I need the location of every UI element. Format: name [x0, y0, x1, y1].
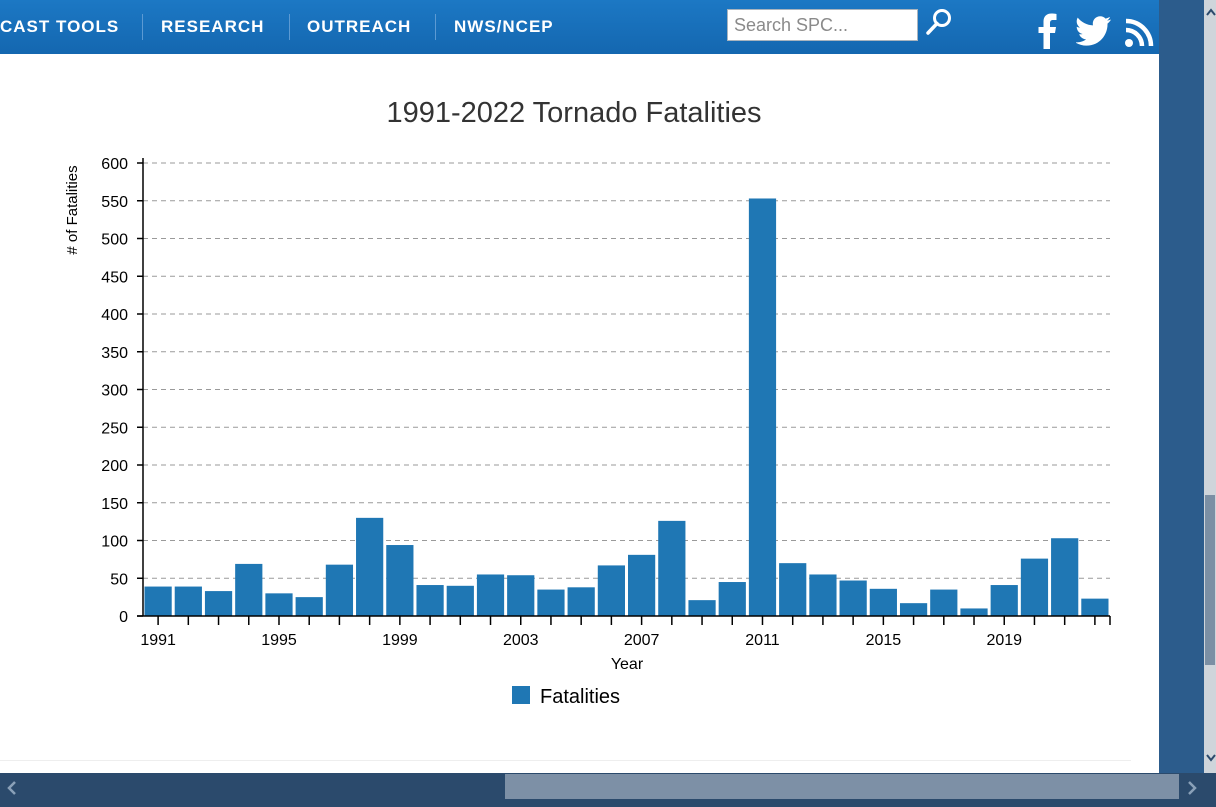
- y-tick-label: 0: [119, 609, 128, 626]
- bar-1993: [204, 591, 233, 616]
- scroll-up-icon[interactable]: [1206, 6, 1216, 18]
- bar-2003: [507, 575, 535, 616]
- bar-2012: [779, 563, 807, 616]
- search-icon[interactable]: [925, 6, 955, 36]
- bars: [144, 198, 1109, 617]
- bar-2022: [1081, 598, 1109, 616]
- vertical-scroll-thumb[interactable]: [1205, 495, 1215, 665]
- bar-2020: [1020, 558, 1049, 616]
- nav-research[interactable]: RESEARCH: [161, 17, 265, 36]
- x-tick-label: 2015: [866, 632, 902, 649]
- nav-separator: [142, 14, 143, 40]
- y-tick-label: 100: [101, 534, 128, 551]
- bar-2016: [899, 603, 928, 616]
- scroll-right-icon[interactable]: [1184, 780, 1200, 796]
- bar-1992: [174, 586, 202, 616]
- y-tick-label: 500: [101, 232, 128, 249]
- bar-2014: [839, 580, 867, 616]
- y-tick-label: 200: [101, 458, 128, 475]
- top-navigation-bar: CAST TOOLS RESEARCH OUTREACH NWS/NCEP: [0, 0, 1159, 54]
- bar-2011: [748, 198, 777, 617]
- x-tick-label: 2011: [745, 632, 780, 649]
- bar-2019: [990, 585, 1018, 616]
- x-tick-label: 1991: [140, 632, 176, 649]
- bar-2002: [476, 574, 505, 616]
- x-tick-label: 2019: [986, 632, 1022, 649]
- nav-outreach[interactable]: OUTREACH: [307, 17, 412, 36]
- nav-separator: [289, 14, 290, 40]
- bar-1995: [265, 593, 293, 616]
- bar-2007: [628, 554, 656, 616]
- x-tick-label: 1999: [382, 632, 418, 649]
- y-tick-label: 400: [101, 307, 128, 324]
- legend-label: Fatalities: [540, 686, 620, 708]
- twitter-icon[interactable]: [1076, 16, 1112, 46]
- grid-lines: [143, 162, 1110, 579]
- bar-2018: [960, 608, 988, 616]
- bar-2009: [688, 600, 716, 616]
- y-tick-label: 350: [101, 345, 128, 362]
- bar-1999: [386, 545, 414, 616]
- horizontal-scroll-thumb[interactable]: [505, 774, 1179, 799]
- legend: Fatalities: [512, 686, 620, 708]
- bar-2004: [537, 589, 565, 616]
- nav-forecast-tools[interactable]: CAST TOOLS: [0, 17, 120, 36]
- scroll-down-icon[interactable]: [1206, 752, 1216, 764]
- bar-2015: [869, 588, 897, 616]
- search-input[interactable]: [727, 9, 918, 41]
- x-axis-label: Year: [611, 656, 644, 673]
- y-tick-label: 450: [101, 269, 128, 286]
- bar-1994: [235, 563, 263, 616]
- scroll-left-icon[interactable]: [4, 780, 20, 796]
- y-tick-label: 550: [101, 194, 128, 211]
- facebook-icon[interactable]: [1034, 11, 1060, 51]
- bar-1997: [325, 564, 354, 616]
- bar-2008: [658, 520, 686, 616]
- y-tick-label: 600: [101, 156, 128, 173]
- x-tick-label: 2007: [624, 632, 660, 649]
- bar-1998: [356, 517, 384, 616]
- nav-separator: [435, 14, 436, 40]
- y-tick-label: 300: [101, 383, 128, 400]
- rss-icon[interactable]: [1124, 18, 1154, 48]
- bar-2001: [446, 585, 474, 616]
- bar-2000: [416, 585, 444, 616]
- y-axis-label: # of Fatalities: [64, 165, 81, 254]
- fatalities-bar-chart: 1991-2022 Tornado Fatalities # of Fatali…: [64, 97, 1111, 708]
- y-tick-label: 250: [101, 420, 128, 437]
- y-tick-label: 50: [110, 571, 128, 588]
- content-divider: [0, 760, 1131, 761]
- bar-1996: [295, 597, 323, 616]
- legend-swatch: [512, 686, 530, 704]
- bar-2013: [809, 574, 837, 616]
- bar-2006: [597, 565, 625, 616]
- bar-2021: [1051, 538, 1079, 616]
- bar-1991: [144, 586, 172, 616]
- chart-title: 1991-2022 Tornado Fatalities: [386, 97, 761, 129]
- bar-2010: [718, 582, 746, 616]
- right-side-panel: [1159, 0, 1204, 773]
- bar-2005: [567, 587, 595, 616]
- axes: 0 50 100 150 200 250 300 350 400 450 500 550 600 1991…: [101, 156, 1111, 649]
- x-tick-label: 2003: [503, 632, 539, 649]
- bar-2017: [930, 589, 958, 616]
- y-tick-label: 150: [101, 496, 128, 513]
- nav-nws-ncep[interactable]: NWS/NCEP: [454, 17, 554, 36]
- x-tick-label: 1995: [261, 632, 297, 649]
